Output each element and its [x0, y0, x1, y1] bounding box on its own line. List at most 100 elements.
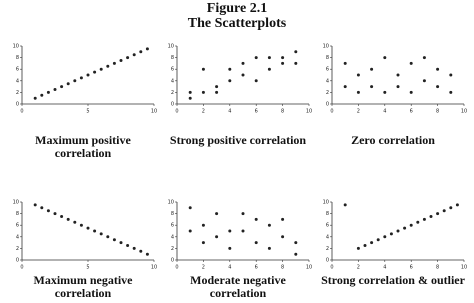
point: [254, 217, 258, 221]
chart: 0 2 4 6 8 10 0 2 4 6 8 10: [168, 200, 313, 271]
point: [215, 212, 219, 216]
point: [281, 217, 285, 221]
x-tick-label: 8: [281, 265, 284, 271]
point: [241, 212, 245, 216]
y-tick-label: 6: [16, 67, 19, 73]
x-tick-label: 8: [281, 109, 284, 115]
point: [228, 246, 232, 250]
point: [228, 79, 232, 83]
point: [215, 235, 219, 239]
point: [132, 246, 136, 250]
point: [294, 241, 298, 245]
point: [66, 217, 70, 221]
point: [254, 79, 258, 83]
point: [449, 73, 453, 77]
x-tick-label: 4: [228, 265, 231, 271]
y-tick-label: 2: [16, 246, 19, 252]
point: [46, 209, 50, 213]
y-tick-label: 0: [16, 102, 19, 108]
y-tick-label: 2: [171, 90, 174, 96]
point: [86, 73, 90, 77]
point: [449, 90, 453, 94]
y-tick-label: 0: [326, 102, 329, 108]
point: [139, 249, 143, 253]
y-tick-label: 0: [326, 258, 329, 264]
point: [267, 223, 271, 227]
x-tick-label: 6: [255, 265, 258, 271]
x-tick-label: 2: [357, 265, 360, 271]
x-tick-label: 8: [436, 265, 439, 271]
point: [396, 229, 400, 233]
point: [267, 246, 271, 250]
point: [201, 241, 205, 245]
y-tick-label: 4: [171, 78, 174, 84]
point: [396, 73, 400, 77]
chart-title: Moderate negative correlation: [190, 273, 286, 300]
point: [73, 79, 77, 83]
chart-title: Maximum negative correlation: [33, 273, 133, 300]
scatter-panel: 0 2 4 6 8 10 0 5 10: [8, 198, 158, 274]
point: [409, 61, 413, 65]
point: [455, 203, 459, 207]
x-tick-label: 4: [383, 265, 386, 271]
point: [267, 56, 271, 60]
point: [376, 238, 380, 242]
point: [46, 90, 50, 94]
point: [201, 90, 205, 94]
point: [254, 56, 258, 60]
point: [119, 241, 123, 245]
x-tick-label: 5: [86, 109, 89, 115]
chart: 0 2 4 6 8 10 0 2 4 6 8 10: [323, 44, 468, 115]
point: [40, 206, 44, 210]
point: [294, 61, 298, 65]
y-tick-label: 4: [171, 234, 174, 240]
point: [188, 96, 192, 100]
point: [145, 252, 149, 256]
y-tick-label: 0: [171, 102, 174, 108]
figure-subtitle: The Scatterplots: [187, 16, 287, 31]
y-tick-label: 0: [16, 258, 19, 264]
y-tick-label: 6: [171, 67, 174, 73]
x-tick-label: 10: [151, 109, 157, 115]
x-tick-label: 4: [228, 109, 231, 115]
point: [201, 223, 205, 227]
x-tick-label: 0: [20, 109, 23, 115]
chart-title: Strong correlation & outlier: [321, 273, 465, 287]
point: [79, 76, 83, 80]
point: [343, 61, 347, 65]
scatter-panel: 0 2 4 6 8 10 0 2 4 6 8 10: [163, 198, 313, 274]
x-tick-label: 2: [202, 109, 205, 115]
point: [363, 244, 367, 247]
point: [188, 90, 192, 94]
x-tick-label: 10: [461, 265, 467, 271]
point: [53, 212, 57, 216]
scatter-panel: 0 2 4 6 8 10 0 2 4 6 8 10: [318, 198, 468, 274]
y-tick-label: 2: [16, 90, 19, 96]
x-tick-label: 10: [151, 265, 157, 271]
point: [106, 64, 110, 68]
point: [53, 88, 57, 91]
point: [33, 96, 37, 100]
point: [442, 209, 446, 213]
point: [370, 67, 374, 71]
figure-title: Figure 2.1: [206, 1, 268, 16]
x-tick-label: 10: [306, 265, 312, 271]
y-tick-label: 8: [16, 211, 19, 217]
point: [356, 246, 360, 250]
point: [294, 252, 298, 256]
point: [215, 90, 219, 94]
y-tick-label: 8: [326, 211, 329, 217]
point: [281, 235, 285, 239]
x-tick-label: 6: [255, 109, 258, 115]
point: [93, 229, 97, 233]
point: [112, 238, 116, 242]
point: [436, 67, 440, 71]
point: [416, 220, 420, 224]
point: [132, 53, 136, 57]
point: [396, 85, 400, 89]
point: [201, 67, 205, 71]
point: [356, 73, 360, 77]
point: [422, 217, 426, 221]
point: [99, 67, 103, 71]
